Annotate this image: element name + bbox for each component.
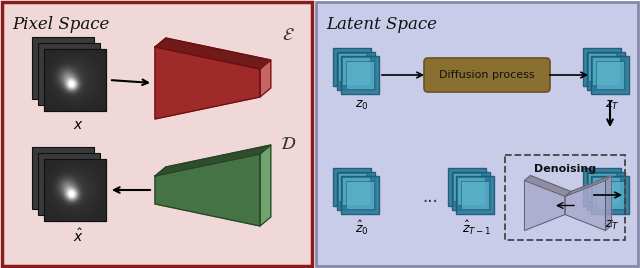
Polygon shape — [525, 176, 571, 196]
FancyBboxPatch shape — [583, 168, 621, 206]
FancyBboxPatch shape — [587, 172, 625, 210]
Text: $z_0$: $z_0$ — [355, 99, 369, 112]
Polygon shape — [260, 145, 271, 226]
FancyBboxPatch shape — [2, 2, 312, 266]
FancyBboxPatch shape — [333, 48, 371, 86]
Text: Denoising: Denoising — [534, 164, 596, 174]
FancyBboxPatch shape — [588, 53, 616, 81]
FancyBboxPatch shape — [337, 172, 375, 210]
FancyBboxPatch shape — [333, 168, 371, 206]
FancyBboxPatch shape — [38, 43, 100, 105]
FancyBboxPatch shape — [342, 177, 370, 205]
Text: $\hat{x}$: $\hat{x}$ — [73, 228, 83, 245]
FancyBboxPatch shape — [338, 53, 366, 81]
Text: ...: ... — [422, 188, 438, 206]
Text: $\mathcal{D}$: $\mathcal{D}$ — [280, 135, 296, 153]
FancyBboxPatch shape — [346, 61, 374, 89]
FancyBboxPatch shape — [592, 177, 620, 205]
FancyBboxPatch shape — [424, 58, 550, 92]
FancyBboxPatch shape — [342, 57, 370, 85]
Polygon shape — [565, 181, 605, 230]
FancyBboxPatch shape — [591, 176, 629, 214]
Text: Pixel Space: Pixel Space — [12, 16, 109, 33]
FancyBboxPatch shape — [457, 177, 485, 205]
Text: Latent Space: Latent Space — [326, 16, 437, 33]
Text: $\hat{z}_{T-1}$: $\hat{z}_{T-1}$ — [462, 219, 492, 237]
Polygon shape — [155, 154, 260, 226]
FancyBboxPatch shape — [341, 56, 379, 94]
FancyBboxPatch shape — [38, 153, 100, 215]
Text: $\hat{z}_0$: $\hat{z}_0$ — [355, 219, 369, 237]
FancyBboxPatch shape — [588, 173, 616, 201]
Text: $z_T$: $z_T$ — [605, 219, 620, 232]
FancyBboxPatch shape — [341, 176, 379, 214]
Text: $\mathcal{E}$: $\mathcal{E}$ — [282, 26, 294, 44]
Polygon shape — [260, 60, 271, 97]
FancyBboxPatch shape — [44, 159, 106, 221]
Polygon shape — [155, 145, 271, 176]
FancyBboxPatch shape — [596, 181, 624, 209]
FancyBboxPatch shape — [346, 181, 374, 209]
FancyBboxPatch shape — [316, 2, 638, 266]
FancyBboxPatch shape — [452, 172, 490, 210]
FancyBboxPatch shape — [592, 57, 620, 85]
FancyBboxPatch shape — [591, 56, 629, 94]
FancyBboxPatch shape — [32, 37, 94, 99]
FancyBboxPatch shape — [596, 61, 624, 89]
Polygon shape — [565, 176, 611, 196]
FancyBboxPatch shape — [453, 173, 481, 201]
Text: $x$: $x$ — [73, 118, 83, 132]
FancyBboxPatch shape — [456, 176, 494, 214]
Polygon shape — [605, 176, 611, 230]
FancyBboxPatch shape — [44, 49, 106, 111]
FancyBboxPatch shape — [448, 168, 486, 206]
FancyBboxPatch shape — [587, 52, 625, 90]
FancyBboxPatch shape — [461, 181, 489, 209]
FancyBboxPatch shape — [338, 173, 366, 201]
Polygon shape — [155, 47, 260, 119]
Polygon shape — [525, 181, 565, 230]
FancyBboxPatch shape — [32, 147, 94, 209]
Polygon shape — [155, 38, 271, 69]
Text: $z_T$: $z_T$ — [605, 99, 620, 112]
FancyBboxPatch shape — [337, 52, 375, 90]
Text: Diffusion process: Diffusion process — [439, 70, 535, 80]
FancyBboxPatch shape — [583, 48, 621, 86]
